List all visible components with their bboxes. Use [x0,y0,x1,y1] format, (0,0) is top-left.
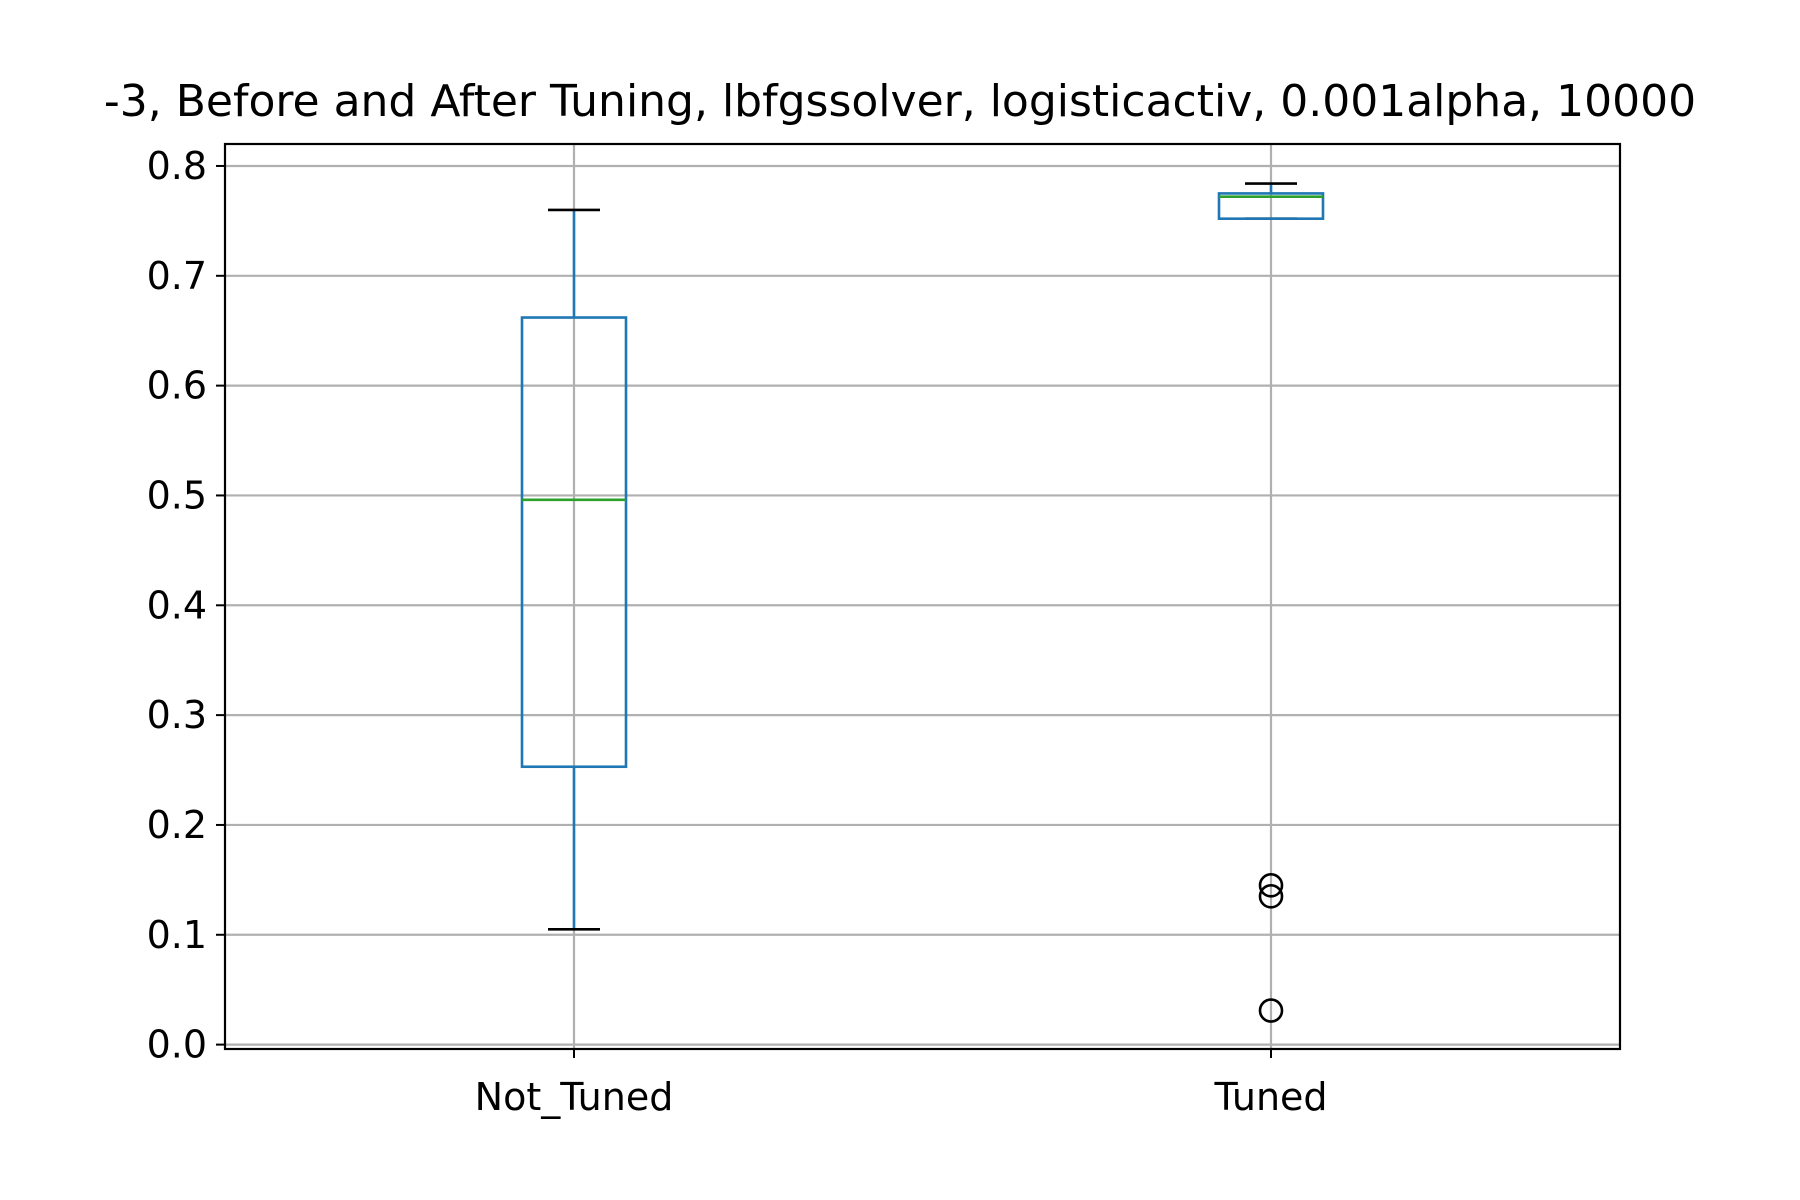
chart-title: -3, Before and After Tuning, lbfgssolver… [104,76,1696,127]
y-tick-label: 0.3 [147,693,207,737]
box-group-tuned [1217,182,1325,1023]
x-tick-label: Not_Tuned [475,1075,674,1119]
outlier-point [1258,873,1284,898]
y-tick-label: 0.4 [147,583,207,627]
y-tick-label: 0.1 [147,913,207,957]
y-tick-label: 0.7 [147,254,207,298]
plot-frame [223,142,1622,1051]
y-tick-label: 0.2 [147,803,207,847]
box-group-not-tuned [520,208,628,931]
iqr-box [520,316,628,769]
y-tick-label: 0.8 [147,144,207,188]
iqr-box [1217,192,1325,220]
y-tick-label: 0.5 [147,473,207,517]
outlier-point [1258,998,1284,1023]
axis-layer: 0.0 0.1 0.2 0.3 0.4 0.5 0.6 0.7 0.8 Not_Tuned Tune… [147,144,1328,1119]
grid-layer [225,144,1620,1049]
x-tick-label: Tuned [1213,1075,1327,1119]
box-layer [520,182,1325,1023]
y-tick-label: 0.6 [147,364,207,408]
outlier-point [1258,884,1284,909]
y-tick-label: 0.0 [147,1023,207,1067]
